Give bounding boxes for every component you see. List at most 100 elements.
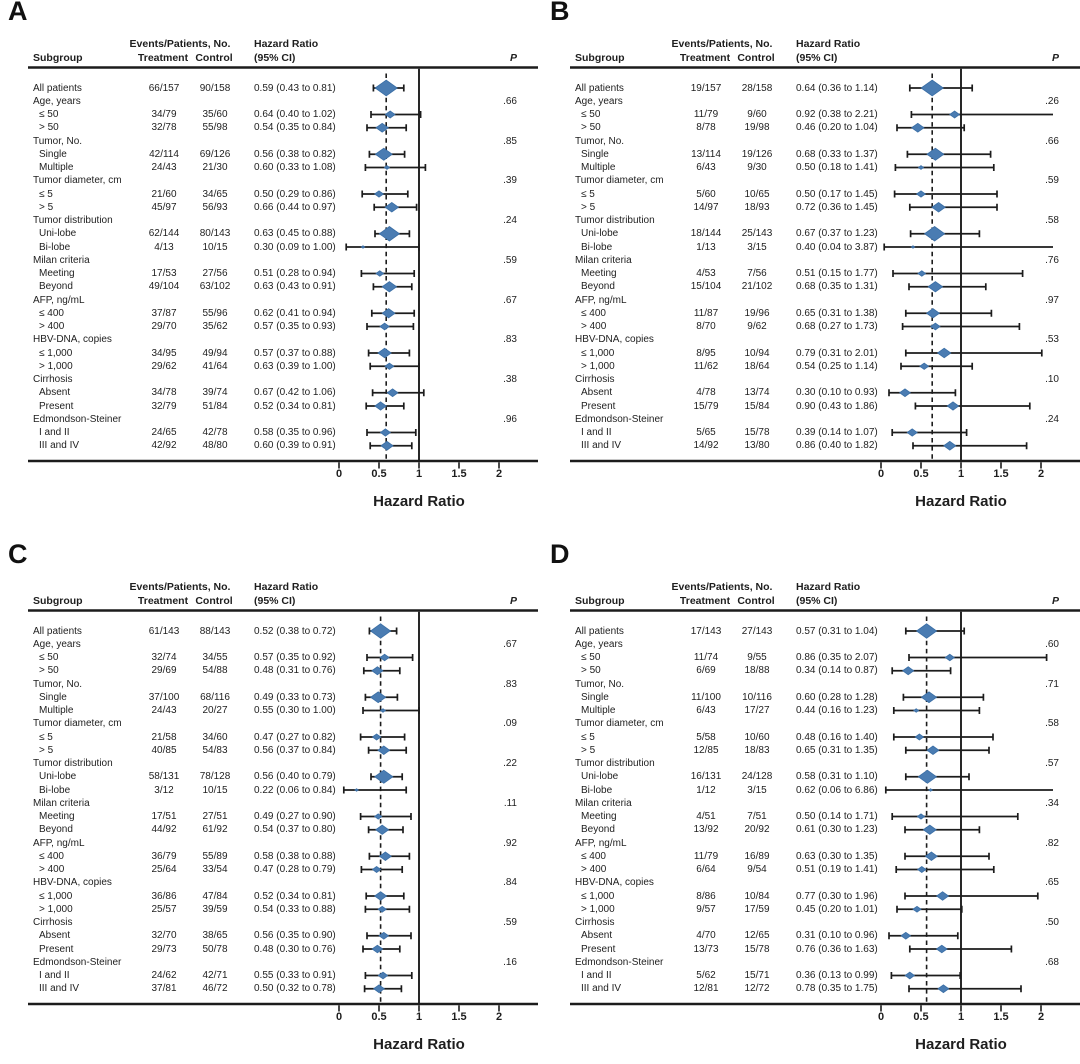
treatment-events-value: 40/85 xyxy=(151,744,177,756)
col-header-p: P xyxy=(1051,52,1059,64)
hr-diamond xyxy=(917,769,938,784)
subgroup-label: I and II xyxy=(581,427,612,438)
control-events-value: 19/126 xyxy=(741,148,773,160)
hazard-ratio-ci-value: 0.46 (0.20 to 1.04) xyxy=(796,122,878,134)
subgroup-label: HBV-DNA, copies xyxy=(575,334,654,346)
col-header-control: Control xyxy=(195,595,233,607)
hr-diamond xyxy=(373,891,388,901)
hr-diamond xyxy=(378,851,392,861)
p-value: .92 xyxy=(503,837,517,849)
hazard-ratio-ci-value: 0.63 (0.43 to 0.91) xyxy=(254,281,336,293)
p-value: .09 xyxy=(503,718,517,730)
control-events-value: 10/116 xyxy=(742,691,772,703)
subgroup-header-row: Milan criteria .11 xyxy=(2,797,538,810)
treatment-events-value: 24/62 xyxy=(151,970,177,981)
p-value: .59 xyxy=(1045,175,1059,187)
treatment-events-value: 24/43 xyxy=(151,162,177,173)
hr-diamond xyxy=(373,190,385,198)
hazard-ratio-ci-value: 0.62 (0.41 to 0.94) xyxy=(254,307,336,319)
subgroup-label: Age, years xyxy=(575,95,623,107)
treatment-events-value: 17/51 xyxy=(151,811,177,822)
forest-row: > 1,000 9/57 17/59 0.45 (0.20 to 1.01) xyxy=(544,903,1080,916)
p-value: .50 xyxy=(1045,917,1059,928)
hr-diamond xyxy=(369,691,387,704)
control-events-value: 28/158 xyxy=(741,82,773,94)
subgroup-header-row: Tumor distribution .58 xyxy=(544,214,1080,227)
hazard-ratio-ci-value: 0.40 (0.04 to 3.87) xyxy=(796,241,878,253)
col-header-hazard-ratio: Hazard Ratio xyxy=(254,581,319,593)
treatment-events-value: 21/58 xyxy=(151,731,177,743)
subgroup-label: ≤ 400 xyxy=(581,307,606,319)
hr-diamond xyxy=(374,147,393,161)
subgroup-label: AFP, ng/mL xyxy=(33,837,85,849)
forest-row: > 400 6/64 9/54 0.51 (0.19 to 1.41) xyxy=(544,863,1080,876)
hr-diamond xyxy=(946,401,960,411)
treatment-events-value: 24/65 xyxy=(151,427,177,438)
subgroup-header-row: Cirrhosis .10 xyxy=(544,373,1080,386)
hr-diamond xyxy=(915,190,927,198)
hazard-ratio-ci-value: 0.56 (0.37 to 0.84) xyxy=(254,744,336,756)
treatment-events-value: 24/43 xyxy=(151,705,177,716)
hazard-ratio-ci-value: 0.54 (0.25 to 1.14) xyxy=(796,360,878,372)
subgroup-label: > 400 xyxy=(39,321,65,332)
treatment-events-value: 4/78 xyxy=(696,387,716,399)
forest-row: > 400 8/70 9/62 0.68 (0.27 to 1.73) xyxy=(544,320,1080,333)
hr-diamond xyxy=(381,281,398,293)
treatment-events-value: 14/97 xyxy=(693,201,719,213)
hr-diamond xyxy=(378,931,390,940)
subgroup-label: III and IV xyxy=(581,983,622,995)
subgroup-label: All patients xyxy=(33,82,82,94)
hr-diamond xyxy=(930,322,941,331)
control-events-value: 39/59 xyxy=(202,903,228,915)
control-events-value: 41/64 xyxy=(202,360,228,372)
treatment-events-value: 11/87 xyxy=(693,307,719,319)
panel-b-label: B xyxy=(550,0,570,26)
col-header-ci: (95% CI) xyxy=(796,52,838,64)
forest-row: ≤ 1,000 36/86 47/84 0.52 (0.34 to 0.81) xyxy=(2,890,538,903)
control-events-value: 7/51 xyxy=(747,811,767,822)
hazard-ratio-ci-value: 0.50 (0.32 to 0.78) xyxy=(254,983,336,995)
subgroup-label: HBV-DNA, copies xyxy=(33,877,112,889)
control-events-value: 42/71 xyxy=(202,970,228,981)
subgroup-label: Single xyxy=(581,691,609,703)
subgroup-label: I and II xyxy=(39,427,70,438)
control-events-value: 54/88 xyxy=(202,665,228,677)
hr-diamond xyxy=(372,984,386,994)
forest-row: All patients 19/157 28/158 0.64 (0.36 to 1.… xyxy=(544,82,1080,95)
subgroup-label: Uni-lobe xyxy=(581,771,619,783)
p-value: .76 xyxy=(1045,254,1059,266)
subgroup-label: Meeting xyxy=(581,268,617,279)
hazard-ratio-ci-value: 0.48 (0.16 to 1.40) xyxy=(796,731,878,743)
col-header-subgroup: Subgroup xyxy=(575,52,625,64)
forest-row: Present 13/73 15/78 0.76 (0.36 to 1.63) xyxy=(544,943,1080,956)
forest-row: I and II 24/65 42/78 0.58 (0.35 to 0.96) xyxy=(2,426,538,439)
subgroup-label: > 1,000 xyxy=(581,360,615,372)
hr-diamond xyxy=(383,165,391,170)
control-events-value: 50/78 xyxy=(202,943,228,955)
hazard-ratio-ci-value: 0.86 (0.40 to 1.82) xyxy=(796,440,878,452)
hr-diamond xyxy=(379,708,387,713)
treatment-events-value: 14/92 xyxy=(693,440,719,452)
subgroup-label: III and IV xyxy=(581,440,622,452)
subgroup-label: > 50 xyxy=(39,665,59,677)
subgroup-header-row: Age, years .26 xyxy=(544,95,1080,108)
subgroup-label: ≤ 5 xyxy=(39,188,53,200)
subgroup-label: I and II xyxy=(39,970,70,981)
hazard-ratio-ci-value: 0.77 (0.30 to 1.96) xyxy=(796,890,878,902)
forest-row: Bi-lobe 1/13 3/15 0.40 (0.04 to 3.87) xyxy=(544,241,1080,254)
subgroup-label: Meeting xyxy=(39,268,75,279)
subgroup-label: Tumor distribution xyxy=(33,215,113,226)
forest-row: Multiple 24/43 20/27 0.55 (0.30 to 1.00) xyxy=(2,704,538,717)
hazard-ratio-ci-value: 0.60 (0.39 to 0.91) xyxy=(254,440,336,452)
hazard-ratio-ci-value: 0.60 (0.28 to 1.28) xyxy=(796,691,878,703)
forest-row: > 5 12/85 18/83 0.65 (0.31 to 1.35) xyxy=(544,744,1080,757)
hr-diamond xyxy=(937,984,950,994)
control-events-value: 19/98 xyxy=(744,122,770,134)
treatment-events-value: 34/79 xyxy=(151,109,177,120)
control-events-value: 15/71 xyxy=(744,970,770,981)
p-value: .57 xyxy=(1045,758,1059,769)
hr-diamond xyxy=(910,245,916,249)
subgroup-label: All patients xyxy=(575,82,624,94)
subgroup-header-row: HBV-DNA, copies .53 xyxy=(544,333,1080,346)
control-events-value: 3/15 xyxy=(747,241,767,253)
